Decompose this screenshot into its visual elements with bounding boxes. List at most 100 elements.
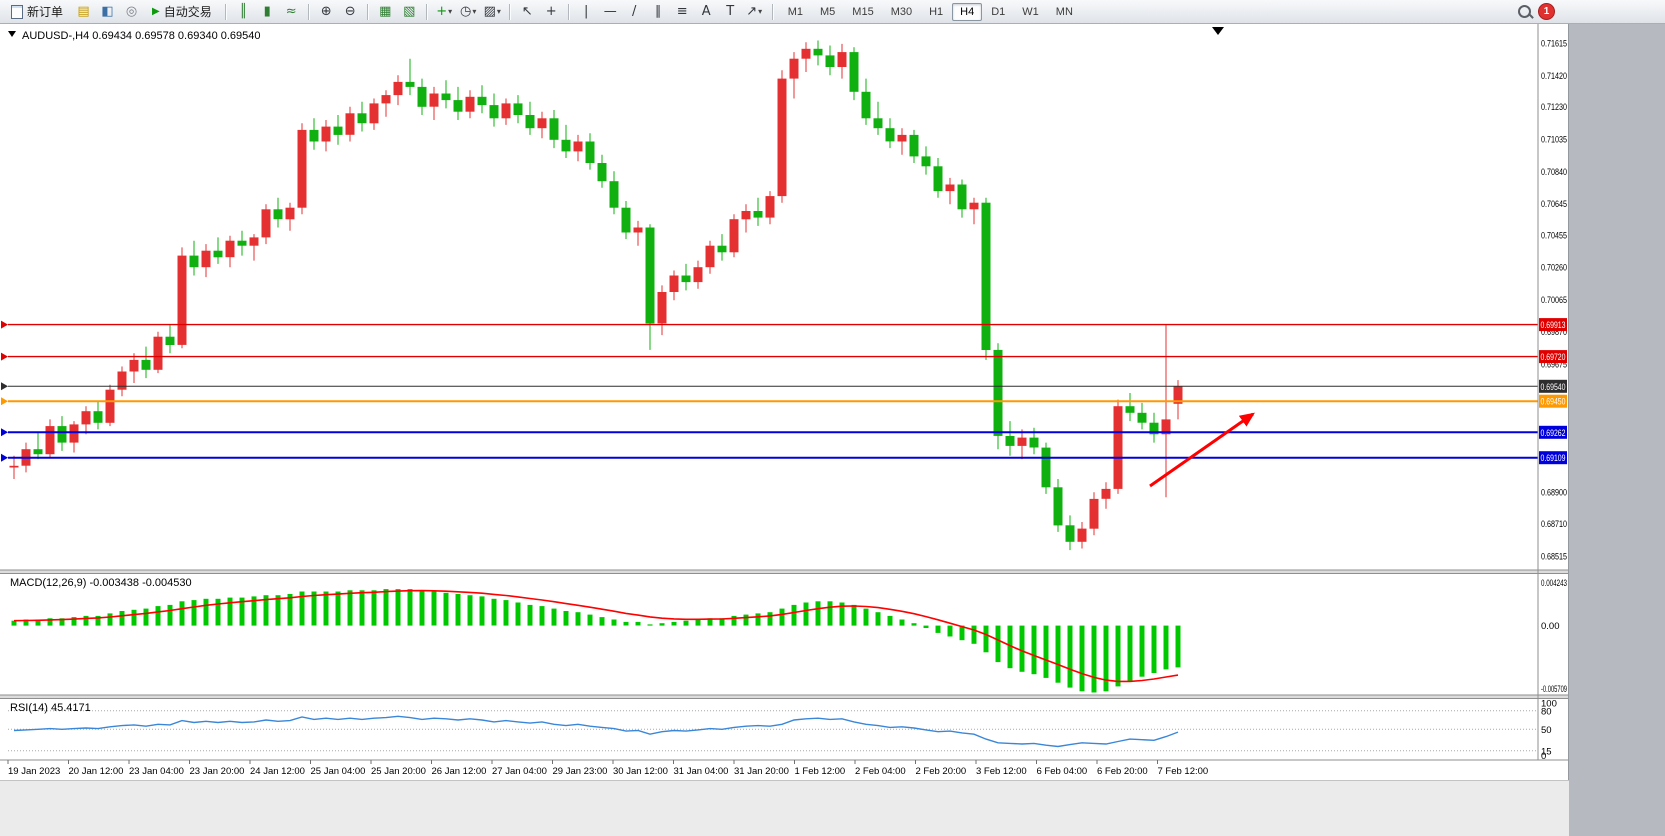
trendline-icon: / [632,4,637,19]
candle [105,384,115,427]
vertical-line-button[interactable]: | [575,2,598,22]
notification-badge[interactable]: 1 [1538,3,1555,20]
candle [249,234,259,261]
auto-trading-button[interactable]: ▶ 自动交易 [145,2,219,22]
timeframe-button-m1[interactable]: M1 [780,3,811,21]
shift-marker-icon[interactable] [1212,27,1224,35]
price-line-left-marker [1,397,8,406]
timeframe-button-m30[interactable]: M30 [883,3,920,21]
time-label: 2 Feb 20:00 [916,766,967,777]
fibonacci-button[interactable]: ≡ [671,2,694,22]
candle [189,240,199,276]
macd-bar [623,621,629,626]
trend-arrow[interactable] [1149,412,1255,488]
toolbar-tools-groups: ║ ▮ ≈ ⊕ ⊖ ▦ ▧ + ▾ ◷ ▾ ▨ ▾ ↖ + | — / ∥ ≡ A T ↗ ▾ [221,2,766,22]
tile-windows-button[interactable]: ▦ [374,2,397,22]
auto-trading-label: 自动交易 [163,5,212,19]
candle [237,230,247,256]
trendline-button[interactable]: / [623,2,646,22]
text-button[interactable]: A [695,2,718,22]
line-chart-button[interactable]: ≈ [280,2,303,22]
channel-button[interactable]: ∥ [647,2,670,22]
timeframe-button-h1[interactable]: H1 [921,3,951,21]
candle [477,85,487,114]
candle [681,263,691,291]
zoom-in-button[interactable]: ⊕ [315,2,338,22]
macd-bar [95,615,101,626]
candle [453,86,463,120]
price-tick-label: 0.68710 [1541,519,1567,530]
timeframe-button-h4[interactable]: H4 [952,2,983,21]
macd-bar [563,611,569,626]
alerts-icon: ◎ [125,4,138,19]
pane-splitter[interactable] [0,570,1568,574]
new-order-button[interactable]: 新订单 [4,2,70,22]
price-lines-layer[interactable] [1,320,1538,462]
chart-window[interactable]: 0.004243 0.00 -0.005709 100 80 50 15 0 0.71615… [0,24,1569,780]
crosshair-button[interactable]: + [540,2,563,22]
timeframe-button-m5[interactable]: M5 [812,3,843,21]
alerts-button[interactable]: ◎ [120,2,143,22]
search-icon [1518,5,1531,18]
add-indicator-button[interactable]: + ▾ [433,2,456,22]
candlestick-chart-button[interactable]: ▮ [256,2,279,22]
candle [1125,393,1135,422]
candle [501,98,511,125]
macd-bar [551,608,557,626]
candle [621,201,631,240]
template-button[interactable]: ▨ ▾ [481,2,504,22]
label-button[interactable]: T [719,2,742,22]
macd-bar [875,612,881,626]
channel-icon: ∥ [654,4,662,19]
charts-button[interactable]: ▤ [72,2,95,22]
time-label: 7 Feb 12:00 [1158,766,1209,777]
arrows-button[interactable]: ↗ ▾ [743,2,766,22]
macd-bar [287,594,293,626]
cascade-windows-button[interactable]: ▧ [398,2,421,22]
pane-splitter[interactable] [0,695,1568,699]
horizontal-line-button[interactable]: — [599,2,622,22]
macd-scale-label: -0.005709 [1541,684,1567,695]
time-axis[interactable]: 19 Jan 2023 20 Jan 12:00 23 Jan 04:00 23 Ja… [7,760,1209,777]
symbol-dropdown-icon[interactable] [8,31,16,37]
candle [417,78,427,115]
bar-chart-button[interactable]: ║ [232,2,255,22]
candle [837,43,847,79]
macd-bar [839,602,845,626]
timeframe-button-d1[interactable]: D1 [983,3,1013,21]
candle [309,118,319,150]
time-label: 20 Jan 12:00 [69,766,124,777]
price-tick-label: 0.71420 [1541,71,1567,82]
candle [489,93,499,127]
macd-bar [983,625,989,653]
price-tick-label: 0.71615 [1541,39,1567,50]
period-icon: ◷ [460,4,472,19]
timeframe-button-m15[interactable]: M15 [844,3,881,21]
candle [1017,429,1027,460]
price-badge-label: 0.69109 [1541,453,1566,463]
profiles-button[interactable]: ◧ [96,2,119,22]
timeframe-button-mn[interactable]: MN [1048,3,1081,21]
cursor-button[interactable]: ↖ [516,2,539,22]
dropdown-caret-icon: ▾ [496,6,501,16]
candle [297,123,307,215]
crosshair-icon: + [545,4,557,19]
annotations-layer[interactable] [1149,412,1255,488]
macd-bar [1151,625,1157,673]
period-button[interactable]: ◷ ▾ [457,2,480,22]
search-button[interactable] [1513,2,1536,22]
candle [1161,325,1171,498]
timeframe-group: M1 M5 M15 M30 H1 H4 D1 W1 MN [780,2,1081,21]
macd-bar [851,604,857,626]
timeframe-button-w1[interactable]: W1 [1014,3,1047,21]
price-axis[interactable]: 0.71615 0.71420 0.71230 0.71035 0.70840 0.706… [1539,39,1567,563]
zoom-out-button[interactable]: ⊖ [339,2,362,22]
price-line-left-marker [1,352,8,361]
toolbar-separator [224,3,227,20]
new-order-icon [11,4,23,19]
macd-bar [923,625,929,628]
candle [141,346,151,379]
macd-bar [779,608,785,626]
new-order-label: 新订单 [27,5,64,19]
